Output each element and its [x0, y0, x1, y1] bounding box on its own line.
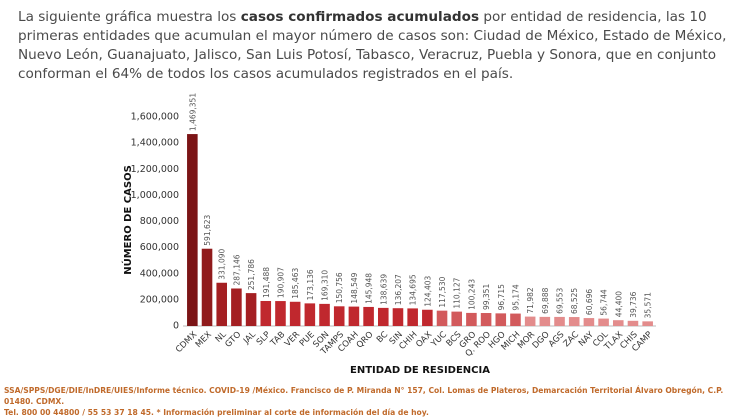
bar [231, 288, 242, 326]
value-label: 169,310 [321, 270, 330, 301]
value-label: 191,488 [262, 267, 271, 298]
value-label: 35,571 [644, 292, 653, 318]
value-label: 138,639 [379, 274, 388, 305]
bar [627, 320, 639, 326]
bar [480, 313, 492, 326]
footer-line: Tel. 800 00 44800 / 55 53 37 18 45. * In… [4, 408, 429, 417]
value-label: 134,695 [409, 274, 418, 305]
bar [187, 134, 198, 326]
x-tick-label: BC [375, 330, 390, 345]
bar [510, 313, 521, 326]
bar [348, 306, 360, 326]
value-label: 44,400 [614, 291, 623, 317]
y-tick-label: 200,000 [140, 294, 179, 305]
bar [304, 303, 316, 326]
value-label: 96,715 [497, 284, 506, 310]
value-label: 136,207 [394, 274, 403, 305]
intro-text: La siguiente gráfica muestra los [18, 9, 241, 25]
y-tick-label: 1,400,000 [131, 138, 179, 149]
bar [216, 282, 228, 326]
y-tick-label: 0 [173, 321, 179, 332]
y-tick-label: 1,200,000 [131, 164, 179, 175]
bar [407, 308, 418, 326]
bar [612, 320, 624, 326]
y-tick-label: 600,000 [140, 242, 179, 253]
x-axis-label: ENTIDAD DE RESIDENCIA [350, 365, 490, 376]
bar [201, 248, 213, 326]
value-label: 591,623 [203, 214, 212, 245]
y-tick-label: 1,000,000 [131, 190, 179, 201]
value-label: 150,756 [335, 272, 344, 303]
value-label: 68,525 [570, 288, 579, 314]
value-label: 71,982 [526, 287, 535, 313]
intro-text: por entidad de residencia, las 10 primer… [18, 9, 727, 82]
y-axis-label: NÚMERO DE CASOS [121, 165, 134, 275]
bar [495, 313, 507, 326]
bar [275, 301, 286, 326]
value-label: 39,736 [629, 291, 638, 317]
value-label: 100,243 [467, 279, 476, 310]
value-label: 69,888 [541, 287, 550, 313]
y-tick-label: 1,600,000 [131, 112, 179, 123]
bar [642, 321, 653, 326]
value-label: 124,403 [423, 276, 432, 307]
bar [568, 317, 580, 326]
value-label: 173,136 [306, 269, 315, 300]
bar [392, 308, 404, 326]
x-tick-label: GTO [223, 330, 243, 350]
bar [598, 318, 609, 326]
value-label: 331,090 [218, 249, 227, 280]
y-tick-label: 800,000 [140, 216, 179, 227]
value-label: 190,907 [276, 267, 285, 298]
value-label: 56,744 [600, 289, 609, 315]
value-label: 110,127 [453, 277, 462, 308]
bar [466, 312, 477, 326]
bar [583, 318, 595, 326]
bar [422, 309, 433, 326]
x-tick-label: QRO [355, 330, 376, 351]
bar [524, 316, 536, 326]
x-tick-label: JAL [241, 330, 258, 347]
value-label: 1,469,351 [188, 93, 197, 131]
y-tick-label: 400,000 [140, 268, 179, 279]
value-label: 251,786 [247, 259, 256, 290]
chart: NÚMERO DE CASOS ENTIDAD DE RESIDENCIA 0 2… [121, 93, 656, 376]
value-label: 60,696 [585, 289, 594, 315]
footer: SSA/SPPS/DGE/DIE/InDRE/UIES/Informe técn… [4, 385, 748, 418]
value-label: 69,553 [556, 287, 565, 313]
bar [436, 310, 448, 326]
value-label: 95,174 [511, 284, 520, 310]
bar [289, 301, 301, 326]
bar [245, 293, 257, 326]
value-label: 287,146 [232, 254, 241, 285]
bar [319, 303, 330, 326]
intro-text: La siguiente gráfica muestra los casos c… [18, 8, 740, 84]
footer-line: SSA/SPPS/DGE/DIE/InDRE/UIES/Informe técn… [4, 386, 724, 406]
x-tick-label: MEX [194, 330, 214, 350]
bar [539, 316, 551, 326]
value-label: 148,549 [350, 272, 359, 303]
value-label: 99,351 [482, 284, 491, 310]
bar [451, 311, 463, 326]
intro-emphasis: casos confirmados acumulados [240, 9, 480, 25]
bar [333, 306, 345, 326]
value-label: 145,948 [365, 273, 374, 304]
bar [260, 300, 272, 326]
bar [363, 306, 374, 326]
bar [377, 307, 389, 326]
value-label: 117,530 [438, 276, 447, 307]
value-label: 185,463 [291, 268, 300, 299]
bar [554, 316, 565, 326]
